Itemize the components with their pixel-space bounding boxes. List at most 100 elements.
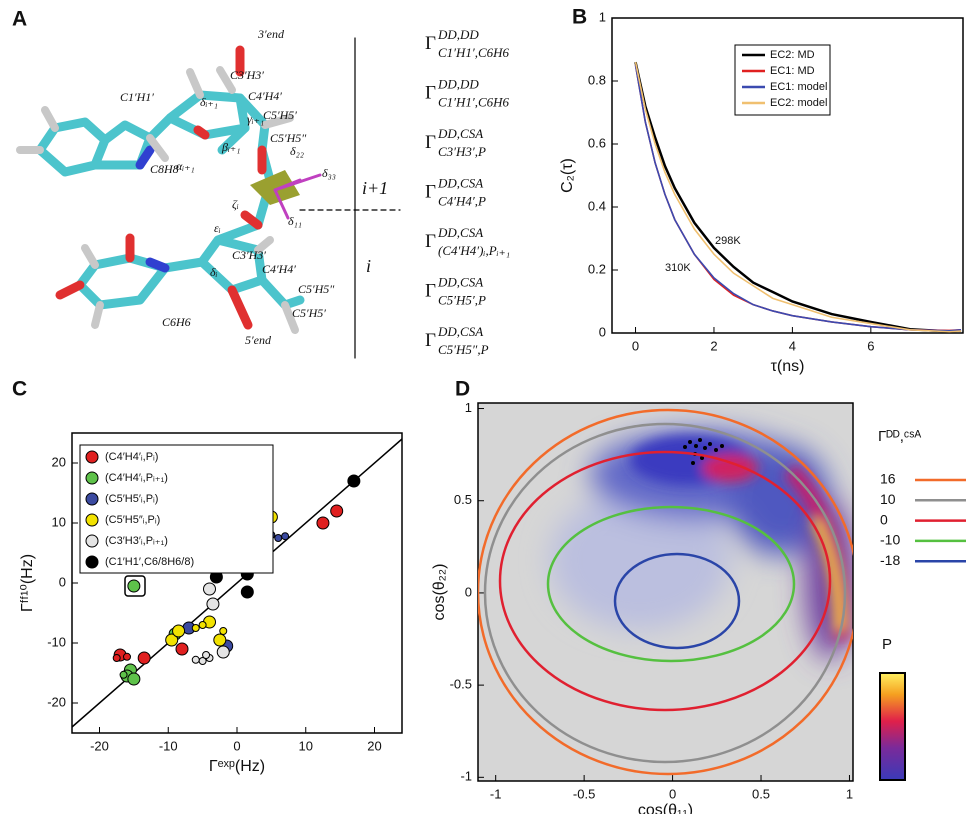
y-axis-label: C₂(τ)	[559, 158, 576, 193]
strand-label: i+1	[362, 178, 388, 198]
x-tick-label: -10	[159, 738, 178, 753]
atom-label: γᵢ₊₁	[247, 112, 264, 126]
atom-label: C3′H3′	[230, 68, 264, 82]
panel-label: A	[12, 8, 27, 31]
scatter-point	[128, 673, 140, 685]
rate-symbol: Γ	[425, 281, 436, 302]
x-tick-label: 20	[367, 738, 381, 753]
atom-label: 5′end	[245, 333, 272, 347]
y-tick-label: 0.2	[588, 261, 606, 276]
rate-subscript: C3′H3′,P	[438, 144, 486, 159]
scatter-point	[138, 652, 150, 664]
panel-label: D	[455, 378, 470, 401]
scatter-point	[275, 535, 282, 542]
rate-subscript: C1′H1′,C6H6	[438, 94, 510, 109]
rate-subscript: C1′H1′,C6H6	[438, 45, 510, 60]
rate-symbol: Γ	[425, 231, 436, 252]
x-tick-label: -0.5	[573, 786, 595, 801]
atom-label: 3′end	[257, 27, 285, 41]
x-tick-label: -1	[490, 786, 502, 801]
scatter-point	[176, 643, 188, 655]
y-tick-label: -0.5	[450, 677, 472, 692]
rate-symbol: Γ	[425, 182, 436, 203]
rate-subscript: C5′H5″,P	[438, 342, 489, 357]
legend-swatch	[86, 451, 98, 463]
rate-symbol: Γ	[425, 33, 436, 54]
y-tick-label: 1	[465, 400, 472, 415]
atom-label: C6H6	[162, 315, 191, 329]
scatter-point	[124, 653, 131, 660]
scatter-point	[220, 628, 227, 635]
y-axis-label: cos(θ₂₂)	[431, 564, 448, 621]
legend-label: (C1′H1′,C6/8H6/8)	[105, 556, 194, 568]
scatter-point	[173, 625, 185, 637]
legend-label: 10	[880, 491, 896, 507]
scatter-point	[192, 656, 199, 663]
x-tick-label: 2	[710, 338, 717, 353]
scatter-point	[331, 505, 343, 517]
atom-label: C4′H4′	[248, 89, 282, 103]
scatter-point	[203, 652, 210, 659]
y-tick-label: 10	[52, 514, 66, 529]
legend-label: (C5′H5″ᵢ,Pᵢ)	[105, 514, 160, 526]
legend-label: (C4′H4′ᵢ,Pᵢ)	[105, 451, 158, 463]
rate-superscript: DD,CSA	[437, 324, 483, 339]
rate-superscript: DD,CSA	[437, 274, 483, 289]
x-tick-label: 0.5	[752, 786, 770, 801]
rate-superscript: DD,DD	[437, 76, 479, 91]
rate-subscript: (C4′H4′)ᵢ,Pᵢ₊₁	[438, 243, 510, 258]
y-tick-label: 0.5	[454, 492, 472, 507]
annotation: 298K	[715, 235, 741, 247]
scatter-point	[128, 580, 140, 592]
atom-label: δᵢ₊₁	[200, 95, 218, 109]
legend-label: EC2: MD	[770, 49, 815, 61]
rate-symbol: Γ	[425, 132, 436, 153]
legend-swatch	[86, 514, 98, 526]
legend-label: -10	[880, 532, 900, 548]
y-tick-label: 0	[465, 584, 472, 599]
atom-label: δ₂₂	[290, 144, 304, 158]
x-tick-label: 0	[632, 338, 639, 353]
y-tick-label: 0	[599, 324, 606, 339]
y-tick-label: -10	[47, 634, 66, 649]
scatter-point	[282, 533, 289, 540]
rate-symbol: Γ	[425, 83, 436, 104]
x-tick-label: -20	[90, 738, 109, 753]
x-axis-label: cos(θ₁₁)	[638, 802, 693, 814]
legend-swatch	[86, 556, 98, 568]
legend-label: (C5′H5′ᵢ,Pᵢ)	[105, 493, 158, 505]
atom-label: C5′H5′	[292, 306, 326, 320]
rate-symbol: Γ	[425, 330, 436, 351]
strand-label: i	[366, 256, 371, 276]
atom-label: ζᵢ	[232, 197, 239, 211]
x-tick-label: 4	[789, 338, 796, 353]
scatter-point	[217, 646, 229, 658]
panel-label: C	[12, 378, 27, 401]
atom-label: C5′H5″	[270, 131, 307, 145]
scatter-point	[113, 655, 120, 662]
y-tick-label: 1	[599, 9, 606, 24]
rate-subscript: C5′H5′,P	[438, 292, 486, 307]
x-tick-label: 6	[867, 338, 874, 353]
scatter-point	[120, 671, 127, 678]
scatter-point	[214, 634, 226, 646]
y-tick-label: 0	[59, 574, 66, 589]
legend-label: EC1: model	[770, 81, 827, 93]
legend-swatch	[86, 493, 98, 505]
atom-label: C5′H5″	[298, 282, 335, 296]
atom-label: βᵢ₊₁	[221, 140, 240, 154]
figure: A3′endC3′H3′C4′H4′C1′H1′C5′H5′C5′H5″C8H8…	[0, 0, 966, 814]
atom-label: C4′H4′	[262, 262, 296, 276]
scatter-point	[204, 583, 216, 595]
scatter-point	[348, 475, 360, 487]
annotation: 310K	[665, 262, 691, 274]
colorbar	[880, 673, 905, 780]
atom-label: δᵢ	[210, 265, 218, 279]
atom-label: δ₁₁	[288, 214, 302, 228]
panel-label: B	[572, 6, 587, 29]
legend-label: EC1: MD	[770, 65, 815, 77]
